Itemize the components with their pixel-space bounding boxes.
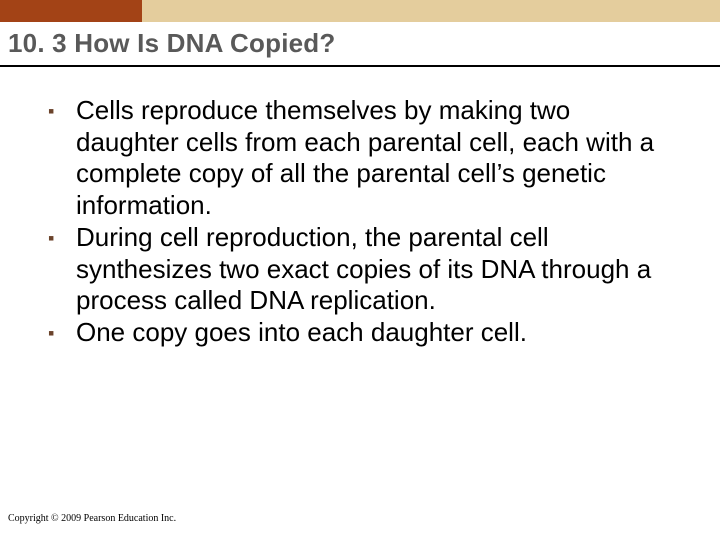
list-item: ▪ Cells reproduce themselves by making t… [48,95,672,222]
list-item: ▪ One copy goes into each daughter cell. [48,317,672,349]
top-bar [0,0,720,22]
bullet-text: One copy goes into each daughter cell. [76,317,672,349]
bullet-list: ▪ Cells reproduce themselves by making t… [48,95,672,349]
slide-title: 10. 3 How Is DNA Copied? [8,28,712,59]
bullet-marker-icon: ▪ [48,222,76,250]
title-region: 10. 3 How Is DNA Copied? [0,22,720,63]
bullet-text: During cell reproduction, the parental c… [76,222,672,317]
bullet-marker-icon: ▪ [48,95,76,123]
copyright-text: Copyright © 2009 Pearson Education Inc. [8,513,176,524]
bullet-marker-icon: ▪ [48,317,76,345]
top-bar-fill [142,0,720,22]
bullet-text: Cells reproduce themselves by making two… [76,95,672,222]
list-item: ▪ During cell reproduction, the parental… [48,222,672,317]
accent-block [0,0,142,22]
body-region: ▪ Cells reproduce themselves by making t… [0,67,720,349]
